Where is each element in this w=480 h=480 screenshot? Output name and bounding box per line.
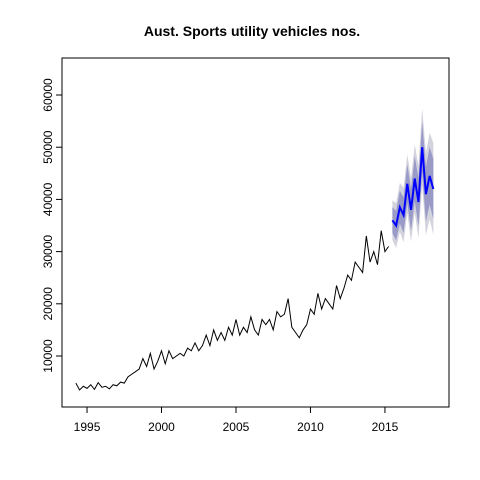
plot-frame (61, 57, 450, 408)
series-line (75, 230, 390, 391)
y-tick-label: 30000 (41, 235, 55, 269)
x-tick-label: 1995 (74, 420, 101, 434)
y-tick-label: 50000 (41, 130, 55, 164)
chart-title: Aust. Sports utility vehicles nos. (144, 23, 360, 39)
x-tick-label: 2010 (297, 420, 324, 434)
y-tick-label: 40000 (41, 182, 55, 216)
y-tick-label: 10000 (41, 339, 55, 373)
y-tick-label: 20000 (41, 287, 55, 321)
x-tick-label: 2015 (372, 420, 399, 434)
x-tick-label: 2005 (223, 420, 250, 434)
forecast-line (391, 147, 435, 228)
x-tick-label: 2000 (148, 420, 175, 434)
y-tick-label: 60000 (41, 78, 55, 112)
